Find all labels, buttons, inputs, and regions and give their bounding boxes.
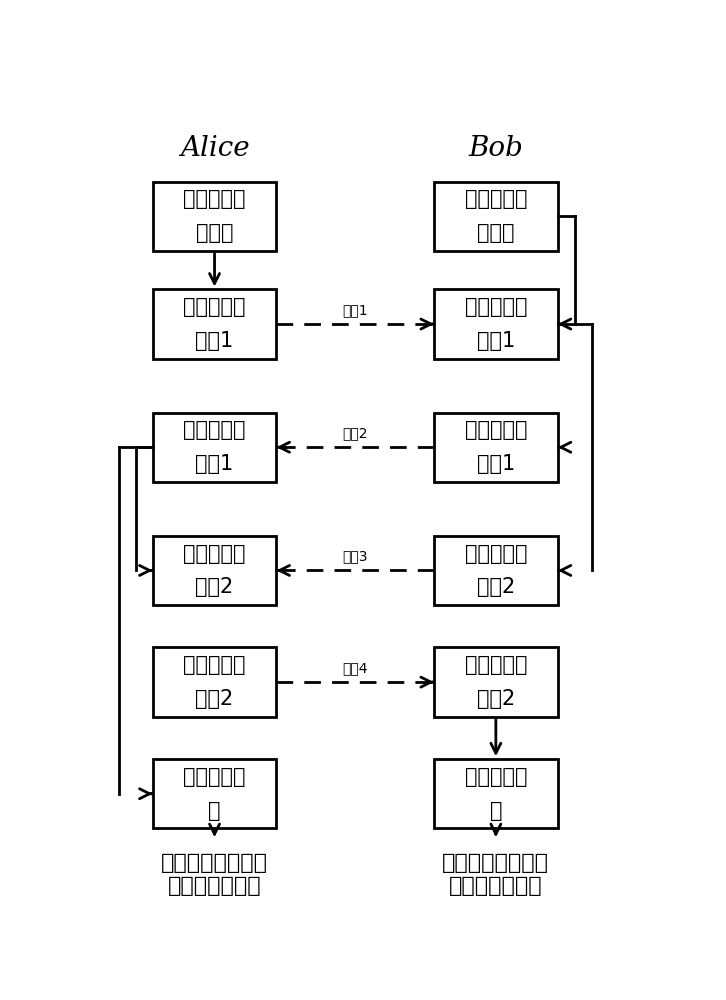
- Text: 接收信号在: 接收信号在: [183, 420, 246, 440]
- Text: 生成信道测: 生成信道测: [465, 189, 527, 209]
- Bar: [434, 413, 558, 482]
- Bar: [434, 759, 558, 828]
- Text: 生成信道测: 生成信道测: [183, 189, 246, 209]
- Bar: [434, 289, 558, 359]
- Text: 频獴1: 频獴1: [195, 331, 234, 351]
- Text: 回传信号在: 回传信号在: [183, 655, 246, 675]
- Bar: [434, 182, 558, 251]
- Text: 接收信号在: 接收信号在: [465, 297, 527, 317]
- Text: 频獴2: 频獴2: [477, 689, 515, 709]
- Text: 的互易信道特征: 的互易信道特征: [449, 876, 542, 896]
- Text: 得到含有设备指纹: 得到含有设备指纹: [161, 853, 268, 873]
- Text: 估计信道特: 估计信道特: [183, 767, 246, 787]
- Text: 频獴2: 频獴2: [195, 577, 234, 597]
- Text: 时刻1: 时刻1: [343, 303, 368, 317]
- Text: 的互易信道特征: 的互易信道特征: [168, 876, 261, 896]
- Text: Alice: Alice: [180, 135, 249, 162]
- Text: 时刻4: 时刻4: [343, 661, 368, 675]
- Text: 频獴2: 频獴2: [195, 689, 234, 709]
- Text: 频獴2: 频獴2: [477, 577, 515, 597]
- Text: 发送信号在: 发送信号在: [465, 420, 527, 440]
- Bar: [152, 647, 277, 717]
- Bar: [152, 536, 277, 605]
- Text: 征: 征: [208, 801, 221, 821]
- Text: 频獴1: 频獴1: [477, 454, 515, 474]
- Text: 量信号: 量信号: [196, 223, 233, 243]
- Text: 频獴1: 频獴1: [195, 454, 234, 474]
- Text: 频獴1: 频獴1: [477, 331, 515, 351]
- Text: 估计信道特: 估计信道特: [465, 767, 527, 787]
- Text: 时刻3: 时刻3: [343, 550, 368, 564]
- Text: 征: 征: [489, 801, 502, 821]
- Bar: [434, 647, 558, 717]
- Text: 接收信号在: 接收信号在: [183, 544, 246, 564]
- Text: 量信号: 量信号: [477, 223, 515, 243]
- Bar: [152, 413, 277, 482]
- Bar: [152, 182, 277, 251]
- Bar: [152, 289, 277, 359]
- Text: 接收信号在: 接收信号在: [465, 655, 527, 675]
- Bar: [152, 759, 277, 828]
- Text: Bob: Bob: [468, 135, 523, 162]
- Text: 发送信号在: 发送信号在: [183, 297, 246, 317]
- Bar: [434, 536, 558, 605]
- Text: 得到含有设备指纹: 得到含有设备指纹: [442, 853, 550, 873]
- Text: 回传信号在: 回传信号在: [465, 544, 527, 564]
- Text: 时刻2: 时刻2: [343, 426, 368, 440]
